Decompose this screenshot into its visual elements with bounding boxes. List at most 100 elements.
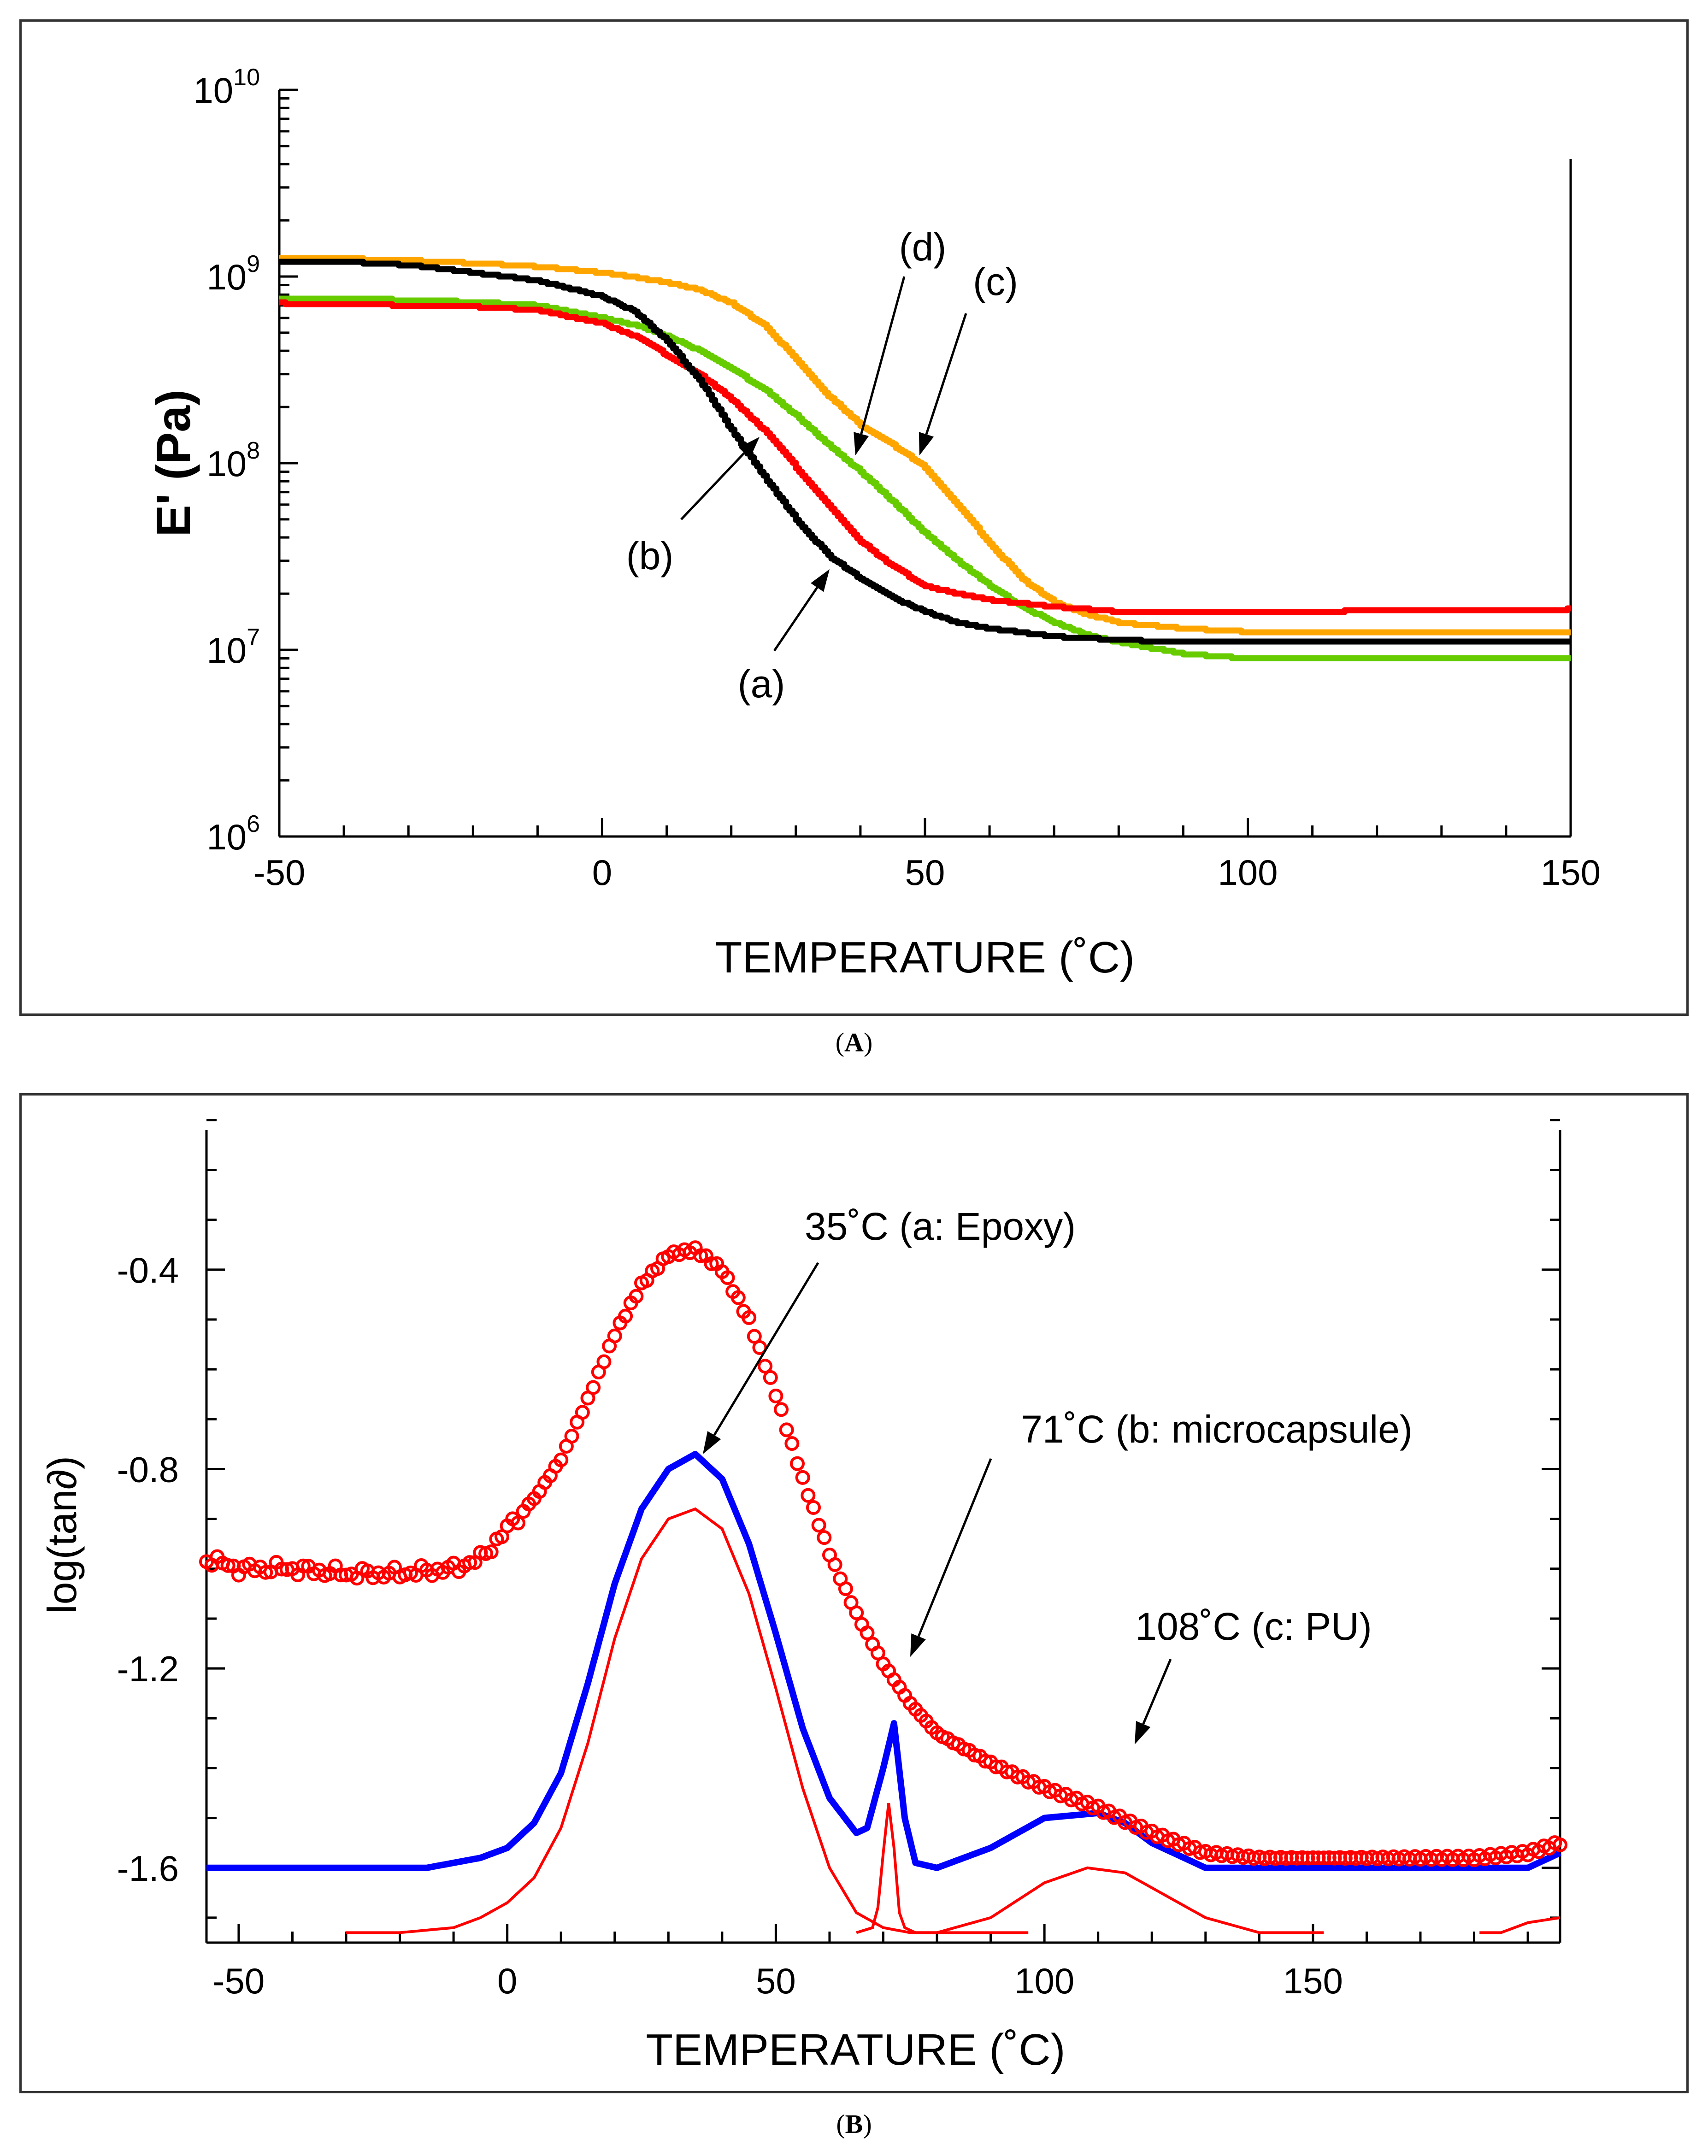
chart-b-x-tick-label: 100 [1014,1961,1074,2001]
chart-a-y-tick-base: 10 [206,817,247,857]
chart-b-annotation-arrow-head [910,1633,926,1657]
chart-b-data-point [629,1289,644,1304]
chart-a-y-tick-label: 109 [206,251,260,297]
chart-a-annotation-arrow-head [854,432,869,455]
panel-b-caption: (B) [808,2109,900,2139]
panel-a-frame [19,19,1689,1016]
chart-b-data-point [258,1565,273,1580]
panel-a-caption-open: ( [835,1027,845,1057]
chart-b-data-point [790,1456,805,1471]
chart-a-annotation-arrow-head [810,569,830,592]
chart-b-y-axis-label: log(tan∂) [39,1456,85,1614]
chart-a-y-tick-label: 107 [206,624,260,671]
panel-b-caption-close: ) [863,2109,872,2139]
chart-b-x-tick-label: 50 [756,1961,796,2001]
chart-b-data-point [838,1581,853,1596]
chart-a-x-tick-label: 50 [905,852,945,893]
chart-b-annotation-label: 35˚C (a: Epoxy) [805,1205,1076,1248]
chart-a-annotation-label: (a) [738,662,785,706]
chart-a-y-tick-base: 10 [206,443,247,484]
chart-a-y-tick-exp: 7 [247,624,260,651]
chart-a-x-tick-label: 150 [1541,852,1601,893]
chart-a-storage-modulus: -50 0 50 100 1501061071081091010TEMPERATURE … [147,64,1601,982]
chart-b-annotation-arrow-head [703,1431,721,1454]
chart-b-x-tick-label: 0 [497,1961,517,2001]
chart-b-data-point [220,1558,236,1573]
chart-b-data-point [817,1530,832,1545]
chart-b-data-point [564,1429,579,1444]
chart-a-series-line [279,259,1571,645]
chart-a-annotation-label: (d) [899,225,947,269]
panel-a-caption-close: ) [863,1027,873,1057]
chart-b-data-point [462,1555,477,1570]
chart-b-data-point [795,1470,810,1485]
chart-a-series-line [279,295,1571,661]
chart-a-y-axis-label: E' (Pa) [147,389,200,536]
chart-b-sum-line [206,1451,1561,1871]
chart-a-x-tick-label: 0 [592,852,612,893]
panel-b-caption-label: B [845,2109,863,2139]
chart-b-x-axis-label: TEMPERATURE (˚C) [646,2025,1065,2074]
chart-b-y-tick-label: -1.2 [117,1649,179,1689]
chart-b-annotation-label: 71˚C (b: microcapsule) [1021,1408,1413,1451]
chart-a-y-tick-exp: 9 [247,251,260,277]
chart-b-data-point [758,1359,773,1374]
chart-a-annotation-arrow-shaft [680,452,745,520]
chart-b-data-point [483,1544,499,1560]
chart-b-component-line [936,1866,1324,1934]
chart-a-y-tick-exp: 10 [233,64,260,91]
chart-a-y-tick-label: 1010 [193,64,260,111]
chart-a-annotation-label: (c) [973,260,1018,303]
chart-b-data-point [618,1308,633,1324]
chart-b-annotation-arrow-head [1135,1721,1151,1744]
chart-b-y-tick-label: -1.6 [117,1848,179,1889]
chart-a-annotation-arrow-head [919,432,934,455]
chart-a-annotation-arrow-head [738,437,760,459]
chart-b-data-point [779,1422,794,1437]
chart-a-x-tick-label: 100 [1218,852,1278,893]
chart-b-annotation-arrow-shaft [1142,1659,1172,1725]
chart-a-x-tick-label: -50 [253,852,306,893]
chart-b-x-tick-label: 150 [1283,1961,1343,2001]
chart-b-data-point [730,1290,746,1305]
chart-a-y-tick-label: 106 [206,811,260,857]
chart-a-y-tick-label: 108 [206,437,260,484]
chart-b-data-point [801,1488,816,1503]
chart-a-y-tick-exp: 8 [247,437,260,464]
chart-b-data-point [811,1518,826,1533]
chart-a-x-axis-label: TEMPERATURE (˚C) [715,933,1135,982]
chart-b-data-point [784,1436,800,1451]
chart-a-y-tick-exp: 6 [247,811,260,837]
chart-b-annotation-label: 108˚C (c: PU) [1135,1605,1372,1648]
chart-a-series-line [279,255,1571,636]
chart-b-data-point [768,1389,783,1404]
chart-b-data-point [693,1248,708,1263]
chart-b-data-point [586,1380,601,1395]
chart-b-data-point [607,1328,622,1343]
chart-b-annotation-arrow-shaft [713,1262,819,1436]
chart-b-y-tick-label: -0.4 [117,1250,179,1290]
chart-b-annotation-arrow-shaft [917,1458,992,1637]
chart-a-y-tick-base: 10 [206,257,247,297]
chart-b-data-point [575,1405,590,1420]
chart-a-y-tick-base: 10 [193,70,233,111]
panel-b-frame [19,1093,1689,2093]
panel-a-caption-label: A [844,1027,864,1057]
chart-a-annotation-arrow-shaft [925,313,967,435]
chart-b-x-tick-label: -50 [213,1961,265,2001]
chart-b-data-point [742,1310,757,1325]
chart-a-series-line [279,299,1571,615]
chart-b-data-point [747,1329,762,1344]
chart-b-data-point [510,1515,525,1531]
chart-b-data-point [1553,1837,1567,1852]
chart-a-annotation-arrow-shaft [773,587,819,652]
chart-a-annotation-arrow-shaft [860,276,906,435]
chart-b-data-point [860,1625,875,1640]
chart-b-component-line [1479,1916,1561,1934]
chart-b-data-point [596,1354,612,1369]
chart-b-data-point [704,1256,719,1271]
chart-b-data-point [720,1270,735,1285]
chart-b-data-point [295,1558,311,1573]
chart-b-loss-tangent: -50 0 50 100 150 -0.4 -0.8 -1.2 -1.6 TEMPERATURE … [39,1119,1567,2074]
chart-a-annotation-label: (b) [626,534,674,577]
